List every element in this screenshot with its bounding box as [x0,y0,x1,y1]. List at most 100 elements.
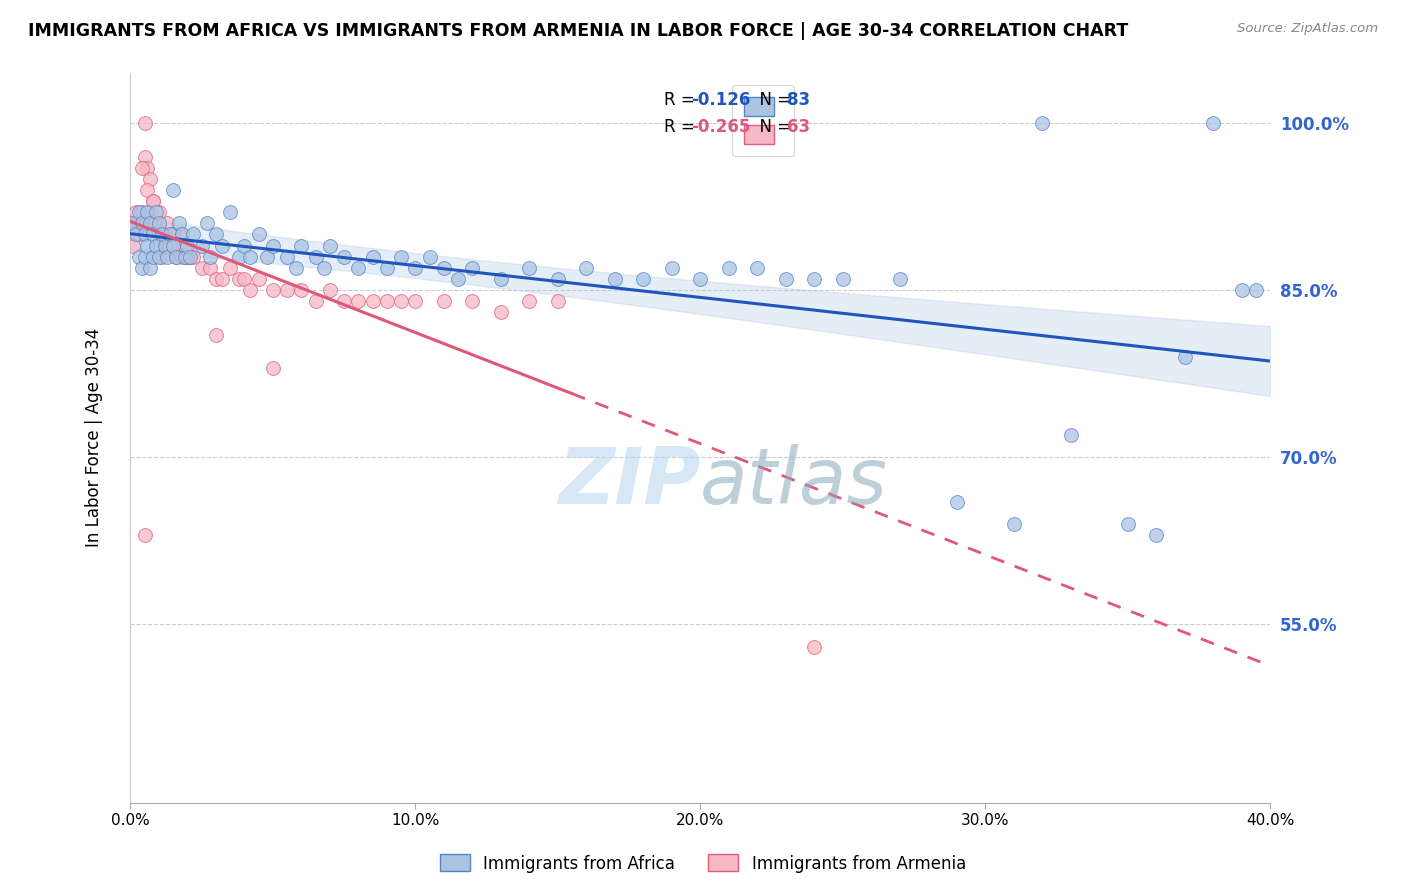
Point [575,260,598,275]
Point [361,294,384,309]
Point [165,250,187,264]
Point [170,227,193,242]
Point [167,216,190,230]
Point [347,260,370,275]
Point [136,238,159,252]
Point [128,227,150,242]
Point [262,361,284,376]
Point [159,238,181,252]
Legend: , : , [733,85,794,156]
Point [128,250,150,264]
Text: atlas: atlas [700,443,889,519]
Point [661,260,683,275]
Point [181,250,204,264]
Point [333,294,356,309]
Point [125,216,148,230]
Point [131,161,153,175]
Point [284,260,307,275]
Point [148,250,170,264]
Point [290,283,312,297]
Point [262,238,284,252]
Point [239,250,262,264]
Point [433,260,456,275]
Point [173,238,195,252]
Point [145,238,167,252]
Point [205,227,228,242]
Point [211,272,233,286]
Point [134,149,156,163]
Point [122,216,145,230]
Point [239,283,262,297]
Text: R =: R = [664,91,700,109]
Point [347,294,370,309]
Point [136,205,159,219]
Point [228,272,250,286]
Point [689,272,711,286]
Point [247,272,270,286]
Point [247,227,270,242]
Point [176,250,198,264]
Point [517,260,540,275]
Legend: Immigrants from Africa, Immigrants from Armenia: Immigrants from Africa, Immigrants from … [433,847,973,880]
Point [304,294,326,309]
Point [1230,283,1253,297]
Point [142,216,165,230]
Point [375,260,398,275]
Point [461,294,484,309]
Text: 83: 83 [787,91,810,109]
Point [404,260,426,275]
Point [139,171,162,186]
Point [131,205,153,219]
Point [228,250,250,264]
Point [489,305,512,319]
Point [433,294,456,309]
Text: N =: N = [749,91,797,109]
Text: -0.126: -0.126 [692,91,751,109]
Point [159,227,181,242]
Point [831,272,853,286]
Point [361,250,384,264]
Point [276,283,298,297]
Text: -0.265: -0.265 [692,119,751,136]
Point [142,227,165,242]
Point [419,250,441,264]
Point [162,183,184,197]
Point [211,238,233,252]
Text: IMMIGRANTS FROM AFRICA VS IMMIGRANTS FROM ARMENIA IN LABOR FORCE | AGE 30-34 COR: IMMIGRANTS FROM AFRICA VS IMMIGRANTS FRO… [28,22,1129,40]
Point [717,260,740,275]
Point [945,495,967,509]
Point [195,216,218,230]
Point [136,161,159,175]
Point [205,327,228,342]
Point [134,227,156,242]
Point [142,194,165,208]
Point [276,250,298,264]
Point [461,260,484,275]
Point [134,116,156,130]
Point [128,205,150,219]
Point [139,205,162,219]
Point [603,272,626,286]
Point [547,272,569,286]
Point [219,260,242,275]
Point [233,238,256,252]
Point [131,260,153,275]
Point [803,272,825,286]
Point [747,260,769,275]
Point [198,250,221,264]
Text: ZIP: ZIP [558,443,700,519]
Point [233,272,256,286]
Point [889,272,911,286]
Point [125,227,148,242]
Point [148,205,170,219]
Point [314,260,336,275]
Point [803,640,825,654]
Point [150,250,173,264]
Text: 63: 63 [787,119,810,136]
Point [162,238,184,252]
Point [148,216,170,230]
Point [142,250,165,264]
Point [198,260,221,275]
Point [333,250,356,264]
Point [125,205,148,219]
